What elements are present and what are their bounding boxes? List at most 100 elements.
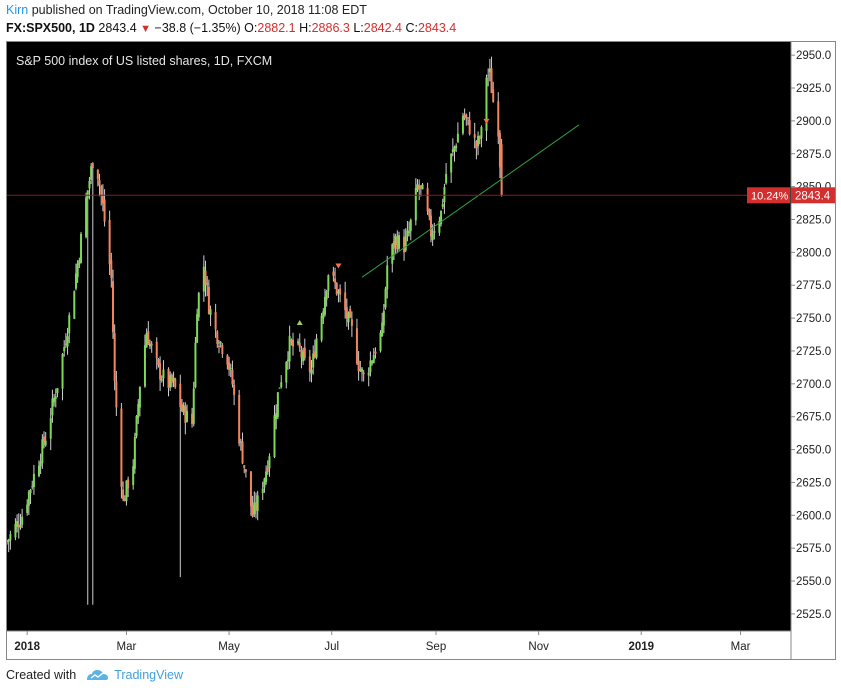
- candle-body: [344, 292, 347, 311]
- candle-body: [384, 288, 387, 308]
- candle-body: [43, 436, 46, 444]
- candle-body: [150, 343, 153, 346]
- candle-body: [197, 292, 200, 318]
- candle-body: [266, 467, 269, 472]
- last-price-tag-label: 2843.4: [795, 190, 831, 202]
- candle-body: [428, 209, 431, 217]
- candle-body: [135, 416, 138, 437]
- candle-body: [276, 392, 279, 417]
- candle-body: [498, 132, 501, 168]
- candle-body: [103, 199, 106, 222]
- candle-body: [214, 311, 217, 330]
- high-value: 2886.3: [311, 21, 350, 35]
- candle-body: [244, 469, 247, 472]
- candle-body: [219, 341, 222, 344]
- candle-body: [285, 362, 288, 383]
- time-axis[interactable]: [7, 631, 791, 659]
- publish-info: Kirn published on TradingView.com, Octob…: [6, 3, 367, 17]
- candle-body: [78, 260, 81, 265]
- close-label: C:: [405, 21, 418, 35]
- candle-body: [191, 413, 194, 424]
- candle-body: [44, 440, 47, 446]
- tradingview-link[interactable]: TradingView: [114, 668, 183, 682]
- candle-body: [138, 386, 141, 408]
- candle-body: [451, 149, 454, 153]
- price-chart[interactable]: S&P 500 index of US listed shares, 1D, F…: [6, 41, 836, 660]
- candle-body: [155, 341, 158, 359]
- y-tick-label: 2950.0: [796, 50, 831, 62]
- candle-body: [254, 503, 257, 511]
- candle-body: [53, 397, 56, 403]
- last-price-tag-bg: [791, 187, 835, 204]
- candle-body: [73, 291, 76, 319]
- y-tick-label: 2925.0: [796, 83, 831, 95]
- candle-body: [332, 271, 335, 276]
- candle-body: [249, 471, 252, 507]
- candle-body: [61, 354, 64, 389]
- price-change: −38.8 (−1.35%): [154, 21, 241, 35]
- y-tick-label: 2625.0: [796, 477, 831, 489]
- candle-body: [408, 231, 411, 233]
- y-tick-label: 2875.0: [796, 149, 831, 161]
- created-with-label: Created with: [6, 668, 77, 682]
- candle-body: [392, 240, 395, 249]
- candle-body: [39, 461, 42, 467]
- tradingview-logo-icon[interactable]: [84, 668, 110, 682]
- candle-body: [238, 394, 241, 444]
- candle-body: [312, 353, 315, 368]
- candle-body: [122, 489, 125, 500]
- candle-body: [315, 338, 318, 358]
- candle-body: [56, 388, 59, 393]
- candle-body: [441, 203, 444, 208]
- footer: Created with TradingView: [6, 668, 183, 682]
- candle-body: [419, 185, 422, 187]
- candle-body: [379, 332, 382, 351]
- candle-body: [85, 197, 88, 238]
- author-name[interactable]: Kirn: [6, 3, 29, 17]
- candle-body: [488, 68, 491, 73]
- candle-body: [487, 75, 490, 77]
- y-tick-label: 2725.0: [796, 346, 831, 358]
- signal-down-arrow-icon: [483, 118, 490, 124]
- candle-body: [111, 281, 114, 333]
- candle-body: [463, 114, 466, 119]
- candle-body: [369, 360, 372, 373]
- y-tick-label: 2800.0: [796, 247, 831, 259]
- candle-body: [302, 351, 305, 362]
- candle-body: [7, 539, 10, 542]
- candle-body: [172, 377, 175, 381]
- candle-body: [216, 331, 219, 344]
- chart-canvas[interactable]: S&P 500 index of US listed shares, 1D, F…: [6, 42, 835, 659]
- candle-body: [239, 441, 242, 443]
- candle-body: [160, 379, 163, 381]
- candle-body: [74, 273, 77, 289]
- price-axis[interactable]: [791, 42, 835, 659]
- candle-body: [438, 221, 441, 233]
- candle-body: [147, 331, 150, 345]
- high-label: H:: [299, 21, 312, 35]
- y-tick-label: 2650.0: [796, 445, 831, 457]
- candle-body: [322, 311, 325, 319]
- candle-body: [347, 312, 350, 323]
- y-tick-label: 2900.0: [796, 116, 831, 128]
- candle-body: [466, 117, 469, 119]
- x-tick-label: Jul: [324, 641, 339, 653]
- candle-body: [29, 489, 32, 494]
- candle-body: [98, 180, 101, 186]
- candle-body: [325, 290, 328, 300]
- candle-body: [497, 101, 500, 137]
- candle-body: [229, 367, 232, 369]
- candle-body: [404, 236, 407, 251]
- candle-body: [335, 282, 338, 295]
- candle-body: [221, 344, 224, 354]
- candle-body: [256, 495, 259, 511]
- candle-body: [26, 504, 29, 513]
- candle-body: [297, 341, 300, 344]
- open-label: O:: [244, 21, 258, 35]
- candle-body: [278, 387, 281, 389]
- candle-body: [125, 480, 128, 501]
- candle-body: [192, 388, 195, 424]
- candle-body: [37, 465, 40, 477]
- candle-body: [290, 339, 293, 342]
- candle-body: [475, 141, 478, 149]
